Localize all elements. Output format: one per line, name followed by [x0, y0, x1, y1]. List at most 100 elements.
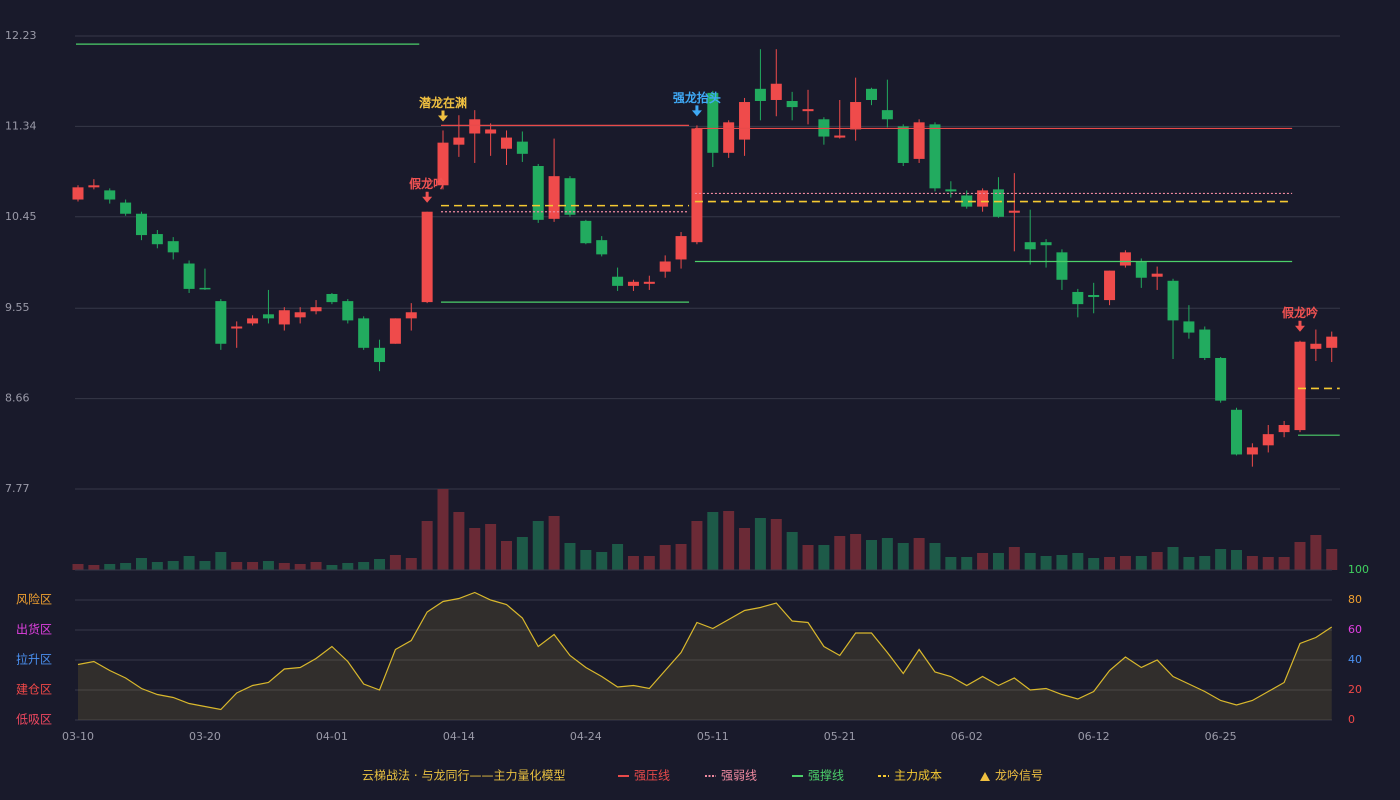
candle-body [199, 287, 211, 290]
candle-body [897, 126, 909, 163]
candle-body [262, 314, 274, 319]
volume-bar [358, 562, 370, 570]
x-tick-label: 05-11 [697, 730, 729, 743]
candle-body [913, 122, 925, 159]
volume-bar [675, 544, 687, 570]
candle-body [723, 122, 735, 153]
candle-body [1278, 425, 1290, 433]
zone-label: 低吸区 [16, 713, 52, 727]
volume-bar [1278, 557, 1290, 570]
zone-label: 风险区 [16, 592, 52, 607]
volume-bar [580, 550, 592, 570]
candle-body [1008, 210, 1020, 213]
candle-body [183, 263, 195, 289]
volume-bar [532, 521, 544, 570]
x-tick-label: 06-02 [951, 730, 983, 743]
volume-bar [151, 562, 163, 570]
volume-bar [421, 521, 433, 570]
volume-bar [247, 562, 259, 570]
volume-bar [929, 543, 941, 570]
volume-bar [167, 561, 179, 570]
volume-bar [1326, 549, 1338, 570]
x-tick-label: 05-21 [824, 730, 856, 743]
y-tick-label: 80 [1348, 593, 1362, 606]
volume-bar [310, 562, 322, 570]
candle-body [707, 92, 719, 153]
candle-body [88, 185, 100, 188]
volume-bar [262, 561, 274, 570]
signal-arrow [422, 191, 433, 203]
candle-body [389, 318, 401, 344]
volume-bar [199, 561, 211, 570]
candle-body [945, 189, 957, 192]
volume-bar [1262, 557, 1274, 570]
legend-label: 强撑线 [808, 768, 844, 783]
candle-body [1262, 434, 1274, 446]
volume-bar [1167, 547, 1179, 570]
candle-body [1135, 261, 1147, 278]
volume-bar [1119, 556, 1131, 570]
candle-body [500, 137, 512, 149]
volume-bar [992, 553, 1004, 570]
candle-body [1088, 295, 1100, 298]
volume-bar [516, 537, 528, 570]
volume-bar [389, 555, 401, 570]
volume-bar [739, 528, 751, 570]
volume-bar [500, 541, 512, 570]
indicator-area [78, 592, 1332, 720]
volume-bar [1040, 556, 1052, 570]
volume-bar [1104, 557, 1116, 570]
y-tick-label: 0 [1348, 713, 1355, 726]
candle-body [405, 312, 417, 319]
candle-body [627, 281, 639, 286]
volume-bar [881, 538, 893, 570]
volume-bar [1199, 556, 1211, 570]
candle-body [1151, 273, 1163, 277]
y-tick-label: 11.34 [5, 119, 37, 132]
candle-body [770, 83, 782, 100]
volume-bar [866, 540, 877, 570]
signal-label: 潜龙在渊 [419, 95, 467, 110]
volume-bar [897, 543, 909, 570]
candle-body [1326, 336, 1338, 348]
volume-bar [1072, 553, 1084, 570]
y-tick-label: 100 [1348, 563, 1369, 576]
candle-body [739, 102, 751, 140]
x-tick-label: 06-12 [1078, 730, 1110, 743]
candle-body [421, 211, 433, 303]
y-tick-label: 10.45 [5, 210, 37, 223]
volume-bar [1231, 550, 1243, 570]
candle-body [1167, 280, 1179, 321]
zone-label: 拉升区 [16, 652, 52, 667]
candle-body [453, 137, 465, 145]
candle-body [564, 178, 576, 215]
candle-body [1231, 409, 1243, 455]
volume-bar [802, 545, 814, 570]
candle-body [72, 187, 84, 200]
volume-bar [1024, 553, 1036, 570]
candle-body [437, 142, 449, 186]
volume-bar [104, 564, 116, 570]
candle-body [215, 301, 227, 344]
y-tick-label: 40 [1348, 653, 1362, 666]
candle-body [485, 129, 497, 134]
volume-bar [453, 512, 465, 570]
candle-body [1056, 252, 1068, 280]
candle-body [548, 176, 560, 219]
candle-body [754, 88, 766, 102]
signal-arrow [438, 110, 449, 122]
zone-label: 建仓区 [16, 683, 52, 697]
candle-body [151, 234, 163, 245]
volume-bar [183, 556, 195, 570]
volume-bar [548, 516, 560, 570]
candle-body [691, 128, 703, 243]
candle-body [802, 109, 814, 112]
volume-bar [945, 557, 957, 570]
candle-body [231, 326, 243, 329]
volume-bar [278, 563, 290, 570]
y-tick-label: 8.66 [5, 392, 30, 405]
candle-body [675, 236, 687, 260]
volume-bar [691, 521, 703, 570]
volume-bar [707, 512, 719, 570]
